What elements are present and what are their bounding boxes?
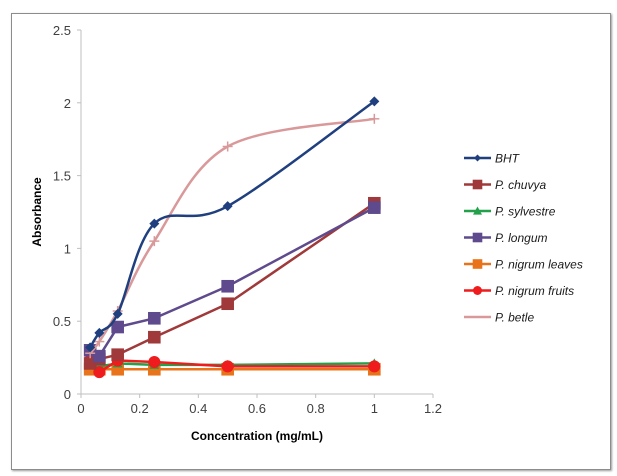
bht-marker (369, 96, 380, 107)
legend-item-p-chuvya: P. chuvya (464, 178, 546, 192)
p-longum-marker (368, 201, 381, 214)
y-tick-label: 0.5 (53, 314, 71, 329)
p-chuvya-marker (221, 297, 234, 311)
legend-item-p-nigrum-leaves: P. nigrum leaves (464, 258, 583, 272)
bht-line (89, 100, 376, 349)
p-longum-marker (111, 320, 124, 334)
bht-marker (222, 201, 233, 212)
legend-item-p-betle: P. betle (464, 311, 534, 325)
legend-item-bht: BHT (464, 152, 521, 166)
bht-marker (85, 342, 96, 353)
legend-label: P. nigrum fruits (495, 284, 574, 298)
legend-label: P. nigrum leaves (495, 258, 583, 272)
series-bht (85, 96, 380, 353)
legend-label: P. longum (495, 231, 547, 245)
legend-item-p-sylvestre: P. sylvestre (464, 205, 556, 219)
y-tick-label: 1 (64, 241, 71, 256)
y-tick-label: 0 (64, 387, 71, 402)
legend-bht-marker (474, 154, 481, 162)
p-nigrum-fruits-marker (221, 360, 234, 373)
bht-marker (94, 327, 105, 338)
y-tick-label: 2 (64, 96, 71, 111)
legend: BHT P. chuvya P. sylvestre P. longum P. nigr… (464, 152, 583, 325)
x-tick-label: 0.2 (131, 401, 149, 416)
p-longum-marker (148, 311, 161, 325)
y-tick-label: 2.5 (53, 23, 71, 38)
p-chuvya-marker (111, 348, 124, 361)
axes: 0 0.2 0.4 0.6 0.8 1 1.2 0 0.5 1 1.5 2 2.5 (53, 23, 442, 416)
y-axis-title: Absorbance (30, 177, 44, 247)
bht-marker (149, 218, 160, 229)
legend-p-nigrum-leaves-marker (472, 259, 483, 269)
p-longum-marker (93, 349, 106, 363)
x-tick-label: 0.6 (248, 401, 266, 416)
y-tick-label: 1.5 (53, 169, 71, 184)
series-p-betle (85, 113, 380, 359)
p-nigrum-fruits-marker (368, 360, 381, 373)
legend-p-longum-marker (472, 232, 483, 243)
x-tick-label: 0 (77, 401, 84, 416)
p-betle-line (89, 117, 375, 355)
x-tick-label: 1 (371, 401, 378, 416)
p-nigrum-fruits-marker (148, 355, 161, 368)
x-axis-title: Concentration (mg/mL) (191, 429, 323, 443)
legend-label: P. chuvya (495, 178, 546, 192)
legend-p-sylvestre-marker (473, 206, 482, 215)
legend-item-p-nigrum-fruits: P. nigrum fruits (464, 284, 574, 298)
legend-label: BHT (495, 152, 521, 166)
p-longum-marker (221, 279, 234, 293)
legend-p-nigrum-fruits-marker (473, 286, 482, 295)
x-tick-label: 1.2 (424, 401, 442, 416)
bht-marker (112, 308, 123, 319)
legend-label: P. betle (495, 311, 534, 325)
legend-p-chuvya-marker (472, 179, 483, 190)
p-chuvya-marker (148, 330, 161, 344)
legend-item-p-longum: P. longum (464, 231, 547, 245)
series-layer (83, 96, 381, 379)
x-tick-label: 0.8 (307, 401, 325, 416)
legend-label: P. sylvestre (495, 205, 556, 219)
x-tick-label: 0.4 (189, 401, 207, 416)
